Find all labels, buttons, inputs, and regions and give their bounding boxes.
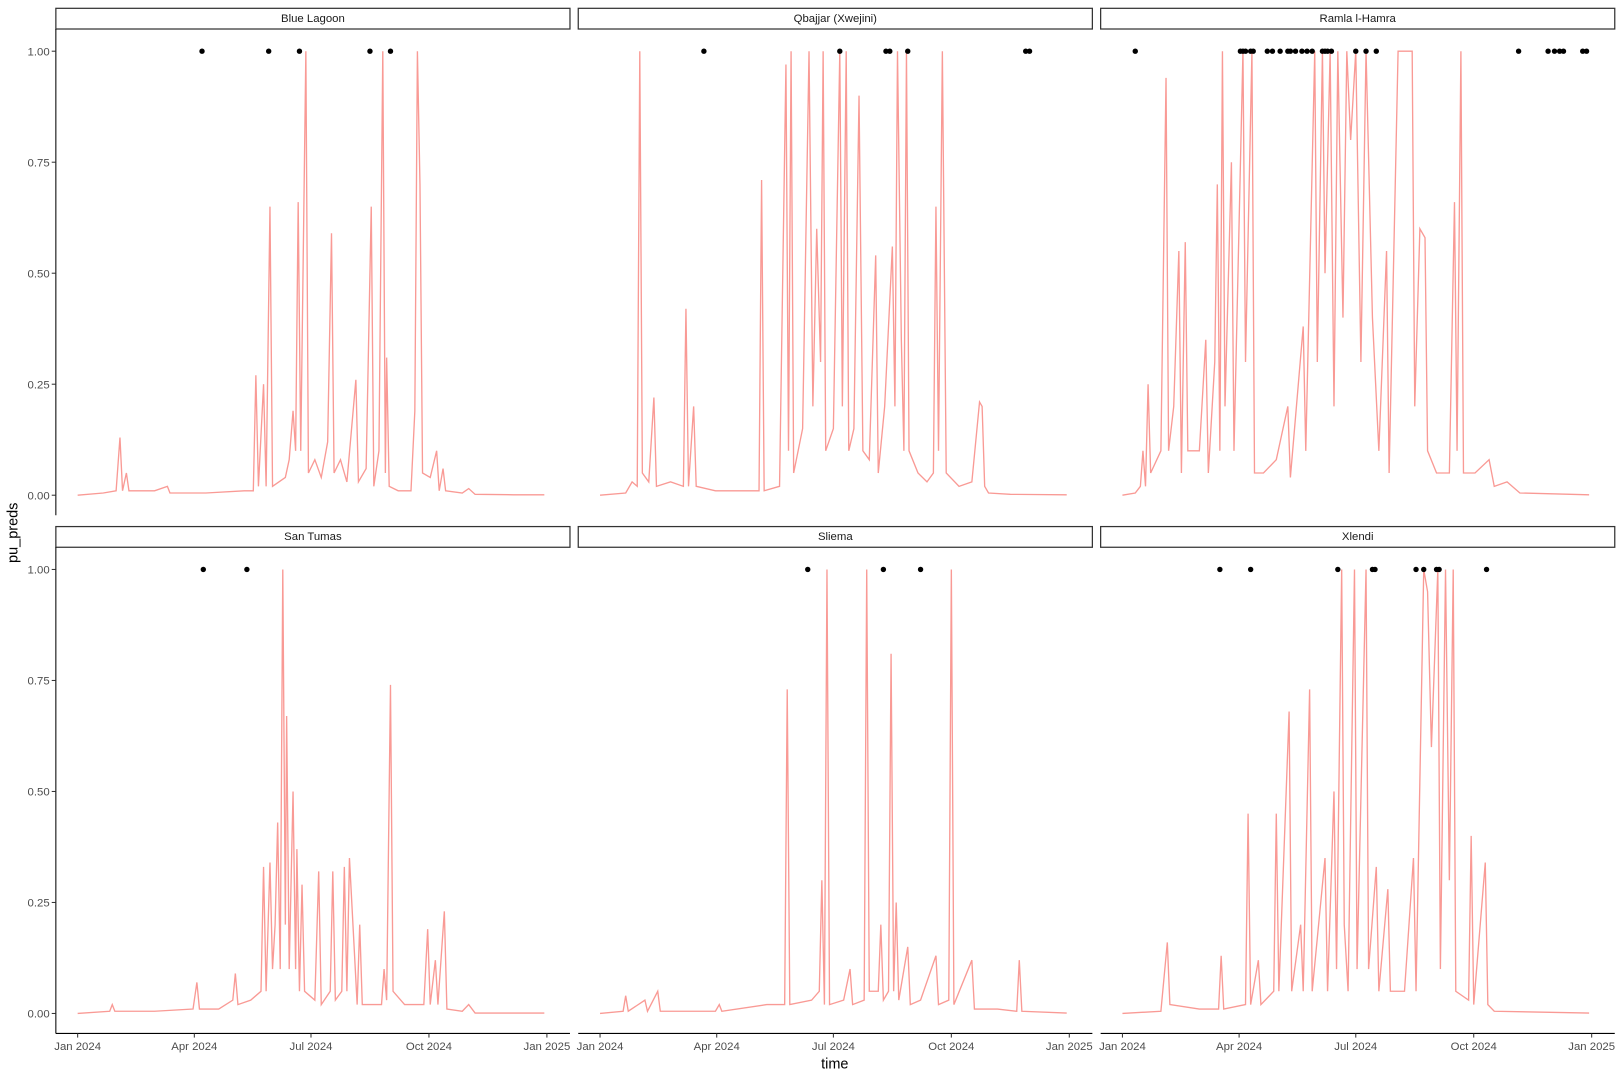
observation-point [1436, 566, 1442, 573]
facet-strip [577, 7, 1093, 30]
observation-point [1353, 48, 1359, 54]
observation-point [1556, 48, 1563, 54]
observation-point [387, 48, 394, 54]
x-tick-label: Jan 2025 [524, 1041, 571, 1053]
facet-strip [1100, 7, 1616, 30]
observation-point [1421, 566, 1427, 573]
observation-point [880, 566, 887, 573]
observation-point [1545, 48, 1551, 54]
observation-point [1217, 566, 1223, 573]
observation-point [883, 48, 889, 54]
facet-strip [55, 525, 571, 548]
facet-strip [55, 7, 571, 30]
y-axis-title: pu_preds [6, 503, 22, 563]
observation-point [199, 48, 205, 54]
x-tick-label: Jul 2024 [290, 1041, 333, 1053]
y-tick-label: 0.00 [28, 1009, 50, 1021]
observation-point [1373, 48, 1379, 54]
observation-point [1560, 48, 1567, 54]
observation-point [1292, 48, 1299, 54]
observation-point [1328, 48, 1335, 54]
y-tick-label: 0.50 [28, 787, 50, 799]
facet-title: Ramla l-Hamra [1320, 13, 1397, 25]
x-tick-label: Jul 2024 [812, 1041, 855, 1053]
observation-point [296, 48, 303, 54]
observation-point [917, 566, 924, 573]
observation-point [1242, 48, 1249, 54]
x-tick-label: Jan 2024 [54, 1041, 101, 1053]
observation-point [1250, 48, 1256, 54]
x-tick-label: Jul 2024 [1334, 1041, 1377, 1053]
observation-point [905, 48, 911, 54]
observation-point [1580, 48, 1586, 54]
x-tick-label: Oct 2024 [928, 1041, 974, 1053]
prediction-line [1122, 50, 1590, 496]
facet-strip [577, 525, 1093, 548]
observation-point [1324, 48, 1331, 54]
x-axis-title: time [821, 1057, 848, 1073]
observation-point [837, 48, 843, 54]
observation-point [1269, 48, 1276, 54]
observation-point [1483, 566, 1490, 573]
observation-point [1372, 566, 1378, 573]
facet-title: Sliema [818, 531, 853, 543]
y-tick-label: 1.00 [28, 46, 50, 58]
observation-point [200, 566, 206, 573]
observation-point [1247, 566, 1254, 573]
x-tick-label: Apr 2024 [171, 1041, 217, 1053]
y-tick-label: 0.75 [28, 157, 50, 169]
facet-strip [1100, 525, 1616, 548]
x-tick-label: Jan 2025 [1568, 1041, 1615, 1053]
facet-title: Xlendi [1342, 531, 1374, 543]
prediction-line [599, 569, 1067, 1015]
x-tick-label: Oct 2024 [406, 1041, 452, 1053]
observation-point [1309, 48, 1315, 54]
y-tick-label: 0.50 [28, 268, 50, 280]
observation-point [367, 48, 373, 54]
observation-point [1515, 48, 1522, 54]
observation-point [1299, 48, 1305, 54]
observation-point [1335, 566, 1341, 573]
y-tick-label: 0.25 [28, 898, 50, 910]
prediction-line [77, 569, 545, 1015]
y-tick-label: 0.00 [28, 490, 50, 502]
observation-point [1304, 48, 1310, 54]
prediction-line [77, 51, 545, 496]
facet-title: Qbajjar (Xwejini) [794, 13, 878, 25]
x-tick-label: Apr 2024 [1216, 1041, 1262, 1053]
facet-title: San Tumas [284, 531, 342, 543]
x-tick-label: Jan 2024 [1099, 1041, 1146, 1053]
prediction-line [1122, 569, 1590, 1015]
observation-point [1026, 48, 1033, 54]
x-tick-label: Jan 2025 [1046, 1041, 1093, 1053]
observation-point [1023, 48, 1029, 54]
observation-point [1413, 566, 1419, 573]
observation-point [701, 48, 707, 54]
observation-point [887, 48, 893, 54]
observation-point [1264, 48, 1271, 54]
y-tick-label: 0.25 [28, 379, 50, 391]
observation-point [1551, 48, 1558, 54]
x-tick-label: Apr 2024 [694, 1041, 740, 1053]
observation-point [265, 48, 272, 54]
y-tick-label: 1.00 [28, 565, 50, 577]
observation-point [244, 566, 250, 573]
observation-point [1583, 48, 1590, 54]
observation-point [1132, 48, 1138, 54]
x-tick-label: Oct 2024 [1451, 1041, 1497, 1053]
observation-point [1363, 48, 1369, 54]
observation-point [805, 566, 811, 573]
y-tick-label: 0.75 [28, 676, 50, 688]
observation-point [1277, 48, 1283, 54]
observation-point [1287, 48, 1294, 54]
prediction-line [599, 51, 1067, 496]
x-tick-label: Jan 2024 [577, 1041, 624, 1053]
facet-title: Blue Lagoon [281, 13, 345, 25]
